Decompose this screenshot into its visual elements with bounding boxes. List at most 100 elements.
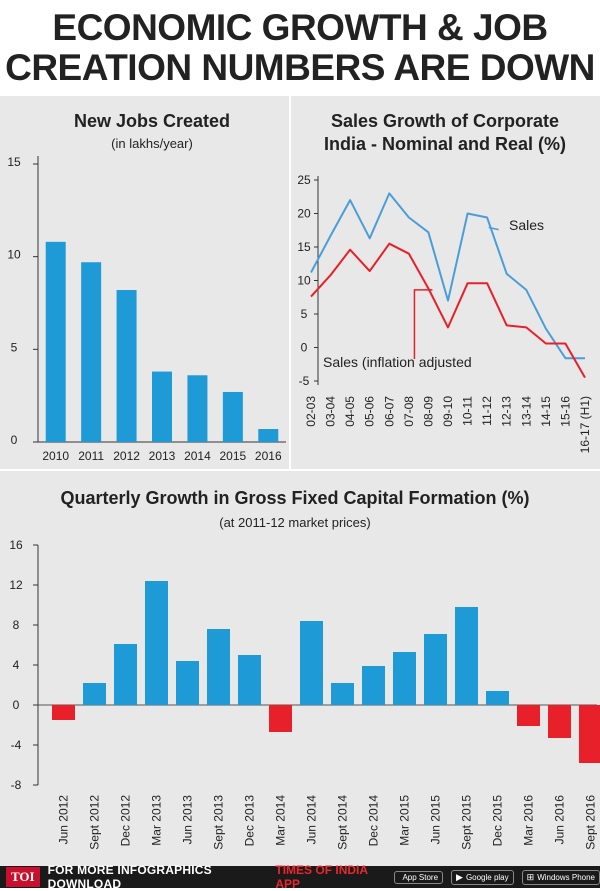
title-line-2: CREATION NUMBERS ARE DOWN — [5, 47, 595, 88]
windows-phone-badge[interactable]: ⊞ Windows Phone — [521, 869, 600, 885]
jobs-x-tick-label: 2010 — [42, 449, 69, 463]
jobs-x-tick-label: 2011 — [78, 449, 104, 463]
gfcf-x-tick-label: Sept 2013 — [212, 795, 226, 850]
gfcf-bar — [455, 607, 478, 705]
jobs-bar — [222, 391, 243, 442]
gfcf-x-tick-label: Sept 2014 — [336, 795, 350, 850]
footer-text: FOR MORE INFOGRAPHICS DOWNLOAD — [47, 863, 212, 891]
gfcf-bar — [393, 652, 416, 705]
gfcf-x-tick-label: Mar 2013 — [150, 795, 164, 846]
gfcf-y-tick-label: 4 — [13, 658, 20, 672]
jobs-bar — [258, 429, 279, 442]
gfcf-bar — [486, 691, 509, 705]
title-line-1: ECONOMIC GROWTH & JOB — [52, 7, 548, 48]
sales-x-tick-label: 14-15 — [539, 396, 553, 427]
sales-line-real — [310, 242, 586, 379]
jobs-chart-panel: New Jobs Created (in lakhs/year) 0 5 10 15 2… — [0, 96, 289, 469]
gfcf-bar — [83, 683, 106, 705]
jobs-bar — [152, 371, 172, 442]
jobs-bar — [116, 290, 137, 442]
sales-chart-panel: Sales Growth of Corporate India - Nomina… — [291, 96, 600, 469]
gfcf-bar — [238, 655, 261, 705]
gfcf-x-tick-label: Mar 2015 — [398, 795, 412, 846]
google-play-badge[interactable]: ▶ Google play — [451, 869, 514, 885]
sales-x-tick-label: 13-14 — [519, 396, 533, 427]
jobs-bar-chart: New Jobs Created (in lakhs/year) 0 5 10 15 2… — [7, 111, 286, 463]
sales-x-tick-label: 02-03 — [304, 396, 318, 427]
jobs-bar — [187, 375, 208, 442]
jobs-x-tick-label: 2013 — [149, 449, 176, 463]
gfcf-chart-title: Quarterly Growth in Gross Fixed Capital … — [60, 488, 529, 508]
gfcf-y-tick-label: 12 — [9, 578, 23, 592]
gfcf-bar — [331, 683, 354, 705]
windows-icon: ⊞ — [526, 871, 535, 882]
app-store-label: App Store — [402, 872, 439, 882]
gfcf-x-tick-label: Mar 2016 — [522, 795, 536, 846]
sales-real-legend-leader — [413, 289, 433, 359]
jobs-x-tick-label: 2012 — [113, 449, 140, 463]
sales-x-tick-label: 16-17 (H1) — [578, 396, 592, 453]
sales-x-tick-label: 08-09 — [421, 396, 435, 427]
jobs-y-tick-label: 5 — [11, 340, 18, 354]
google-play-label: Google play — [465, 872, 509, 882]
sales-y-tick-label: 0 — [301, 341, 308, 355]
gfcf-x-tick-label: Jun 2013 — [181, 795, 195, 845]
toi-logo: TOI — [6, 867, 40, 887]
infographic-title: ECONOMIC GROWTH & JOB CREATION NUMBERS A… — [0, 0, 600, 96]
gfcf-bar — [145, 581, 168, 705]
gfcf-bar-chart: Quarterly Growth in Gross Fixed Capital … — [9, 488, 600, 850]
gfcf-bar — [114, 644, 137, 705]
jobs-chart-subtitle: (in lakhs/year) — [111, 136, 193, 151]
gfcf-y-tick-label: -4 — [11, 738, 22, 752]
gfcf-bar — [52, 705, 75, 720]
gfcf-bar — [269, 705, 292, 732]
gfcf-x-tick-label: Mar 2014 — [274, 795, 288, 846]
app-store-badge[interactable]: App Store — [394, 870, 444, 884]
windows-phone-label: Windows Phone — [537, 872, 595, 882]
sales-y-tick-label: 20 — [297, 207, 311, 221]
jobs-x-tick-label: 2015 — [220, 449, 247, 463]
gfcf-y-tick-label: 16 — [9, 538, 23, 552]
sales-chart-title-line2: India - Nominal and Real (%) — [324, 134, 566, 154]
gfcf-bar — [362, 666, 385, 705]
sales-legend-leader — [488, 226, 499, 231]
gfcf-x-tick-label: Jun 2016 — [553, 795, 567, 845]
gfcf-y-tick-label: -8 — [11, 778, 22, 792]
sales-x-tick-label: 15-16 — [558, 396, 572, 427]
gfcf-x-tick-label: Jun 2012 — [57, 795, 71, 845]
sales-y-tick-label: -5 — [299, 374, 310, 388]
sales-y-tick-label: 25 — [297, 173, 311, 187]
sales-x-tick-label: 10-11 — [461, 396, 475, 426]
jobs-x-tick-label: 2014 — [184, 449, 211, 463]
sales-line-nominal — [310, 192, 585, 360]
jobs-chart-title: New Jobs Created — [74, 111, 230, 131]
gfcf-y-tick-label: 8 — [13, 618, 20, 632]
sales-y-tick-label: 10 — [297, 274, 311, 288]
gfcf-bar — [517, 705, 540, 726]
gfcf-x-tick-label: Sept 2016 — [584, 795, 598, 850]
jobs-x-tick-label: 2016 — [255, 449, 282, 463]
gfcf-bar — [424, 634, 447, 705]
gfcf-bar — [207, 629, 230, 705]
gfcf-chart-subtitle: (at 2011-12 market prices) — [219, 515, 371, 530]
sales-y-tick-label: 5 — [301, 307, 308, 321]
gfcf-x-tick-label: Dec 2015 — [491, 795, 505, 847]
sales-line-chart: Sales Growth of Corporate India - Nomina… — [297, 111, 592, 453]
sales-legend-label: Sales — [509, 217, 544, 233]
jobs-bar — [81, 262, 102, 442]
gfcf-bar — [579, 705, 600, 763]
jobs-y-tick-label: 10 — [7, 248, 21, 262]
gfcf-x-tick-label: Jun 2014 — [305, 795, 319, 845]
gfcf-bar — [176, 661, 199, 705]
sales-x-tick-label: 03-04 — [324, 396, 338, 427]
gfcf-chart-panel: Quarterly Growth in Gross Fixed Capital … — [0, 471, 600, 866]
gfcf-x-tick-label: Dec 2012 — [119, 795, 133, 847]
gfcf-bar — [548, 705, 571, 738]
google-play-icon: ▶ — [456, 871, 463, 882]
sales-chart-title-line1: Sales Growth of Corporate — [331, 111, 559, 131]
sales-x-tick-label: 07-08 — [402, 396, 416, 427]
sales-x-tick-label: 05-06 — [363, 396, 377, 427]
footer-bar: TOI FOR MORE INFOGRAPHICS DOWNLOAD TIMES… — [0, 863, 600, 891]
gfcf-y-tick-label: 0 — [13, 698, 20, 712]
footer-brand: TIMES OF INDIA APP — [275, 863, 368, 891]
